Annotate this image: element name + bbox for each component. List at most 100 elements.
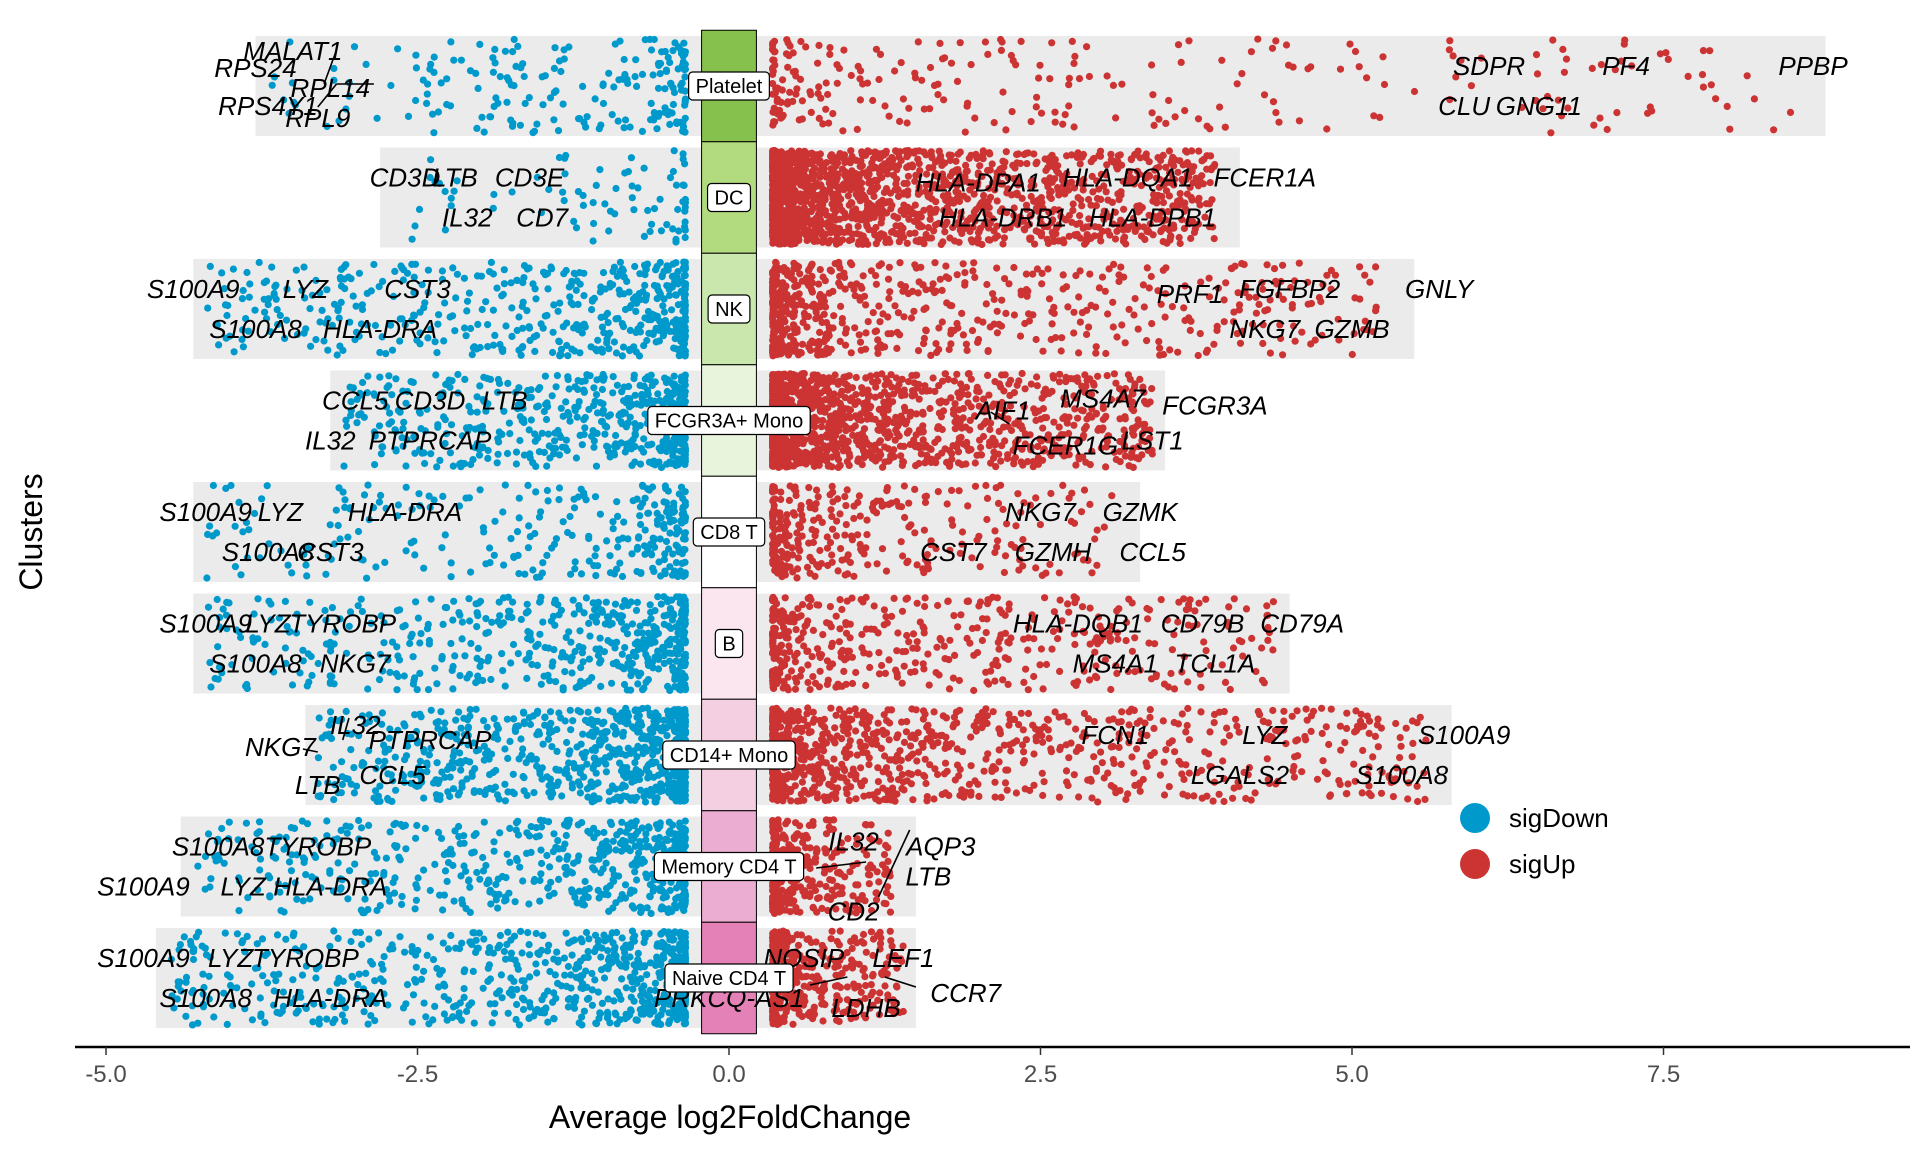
point-sigup <box>903 179 911 187</box>
point-sigdown <box>574 385 582 393</box>
point-sigup <box>947 151 956 159</box>
point-sigdown <box>675 227 683 235</box>
point-sigup <box>792 90 800 98</box>
point-sigup <box>770 334 779 342</box>
point-sigup <box>1699 47 1707 55</box>
point-sigup <box>909 287 917 295</box>
point-sigup <box>1085 72 1093 81</box>
point-sigdown <box>575 398 583 406</box>
point-sigup <box>815 223 823 231</box>
point-sigup <box>781 224 789 232</box>
point-sigup <box>1233 80 1241 88</box>
point-sigdown <box>658 48 666 56</box>
point-sigup <box>1065 81 1073 89</box>
point-sigup <box>844 174 852 182</box>
point-sigup <box>898 461 907 469</box>
point-sigdown <box>545 185 553 194</box>
point-sigup <box>828 463 836 471</box>
point-sigdown <box>681 460 689 468</box>
point-sigdown <box>627 154 636 162</box>
point-sigup <box>1115 271 1123 279</box>
point-sigdown <box>493 284 501 292</box>
point-sigdown <box>474 320 482 328</box>
point-sigup <box>1712 95 1720 103</box>
point-sigdown <box>631 296 639 304</box>
point-sigup <box>875 405 883 413</box>
point-sigup <box>815 214 823 222</box>
point-sigdown <box>681 160 689 168</box>
point-sigup <box>986 150 994 158</box>
point-sigup <box>770 218 779 226</box>
point-sigdown <box>519 343 527 351</box>
point-sigup <box>1038 280 1046 288</box>
point-sigup <box>816 407 825 415</box>
point-sigup <box>797 399 805 407</box>
point-sigdown <box>204 304 212 312</box>
point-sigup <box>784 271 792 279</box>
point-sigdown <box>638 127 647 135</box>
point-sigup <box>995 427 1003 435</box>
point-sigup <box>926 404 934 413</box>
point-sigdown <box>681 391 689 399</box>
point-sigup <box>1059 271 1067 279</box>
point-sigup <box>866 165 874 173</box>
point-sigdown <box>460 274 468 282</box>
point-sigdown <box>666 174 675 182</box>
point-sigup <box>839 434 847 442</box>
point-sigdown <box>653 125 661 133</box>
point-sigdown <box>654 112 663 120</box>
point-sigup <box>797 156 805 164</box>
point-sigup <box>792 347 800 356</box>
point-sigup <box>814 351 822 359</box>
point-sigdown <box>462 332 470 340</box>
point-sigup <box>1036 61 1044 69</box>
point-sigdown <box>591 95 599 103</box>
point-sigdown <box>560 46 568 54</box>
point-sigdown <box>337 282 346 290</box>
point-sigup <box>875 75 883 84</box>
point-sigdown <box>534 385 543 394</box>
point-sigdown <box>676 330 685 338</box>
point-sigup <box>856 96 865 104</box>
point-sigdown <box>473 408 481 416</box>
point-sigdown <box>487 258 495 266</box>
point-sigdown <box>453 177 461 185</box>
point-sigdown <box>265 295 273 303</box>
point-sigdown <box>561 170 569 178</box>
point-sigup <box>825 119 833 127</box>
point-sigup <box>953 77 962 85</box>
point-sigup <box>1101 287 1109 295</box>
point-sigup <box>1174 168 1182 176</box>
point-sigdown <box>653 263 661 271</box>
point-sigup <box>1109 81 1117 89</box>
point-sigup <box>1057 347 1065 355</box>
point-sigup <box>1075 293 1083 301</box>
point-sigup <box>854 62 862 70</box>
point-sigup <box>914 155 922 163</box>
point-sigdown <box>461 375 469 383</box>
point-sigup <box>968 327 977 335</box>
point-sigdown <box>363 289 371 297</box>
point-sigdown <box>677 316 685 324</box>
point-sigup <box>1083 330 1091 338</box>
point-sigup <box>847 349 855 357</box>
point-sigdown <box>514 42 522 51</box>
point-sigup <box>847 71 855 80</box>
point-sigup <box>915 222 923 230</box>
point-sigup <box>931 387 939 395</box>
point-sigdown <box>574 188 583 196</box>
point-sigdown <box>238 295 246 303</box>
point-sigup <box>929 374 937 382</box>
point-sigup <box>849 207 857 215</box>
point-sigup <box>769 292 777 300</box>
point-sigdown <box>510 35 518 44</box>
point-sigup <box>770 189 778 197</box>
point-sigdown <box>588 306 596 314</box>
point-sigup <box>808 385 817 393</box>
point-sigdown <box>661 85 669 93</box>
point-sigup <box>1628 62 1636 70</box>
point-sigup <box>942 262 950 270</box>
point-sigup <box>1166 346 1174 354</box>
point-sigdown <box>620 124 628 132</box>
point-sigup <box>1156 344 1164 352</box>
